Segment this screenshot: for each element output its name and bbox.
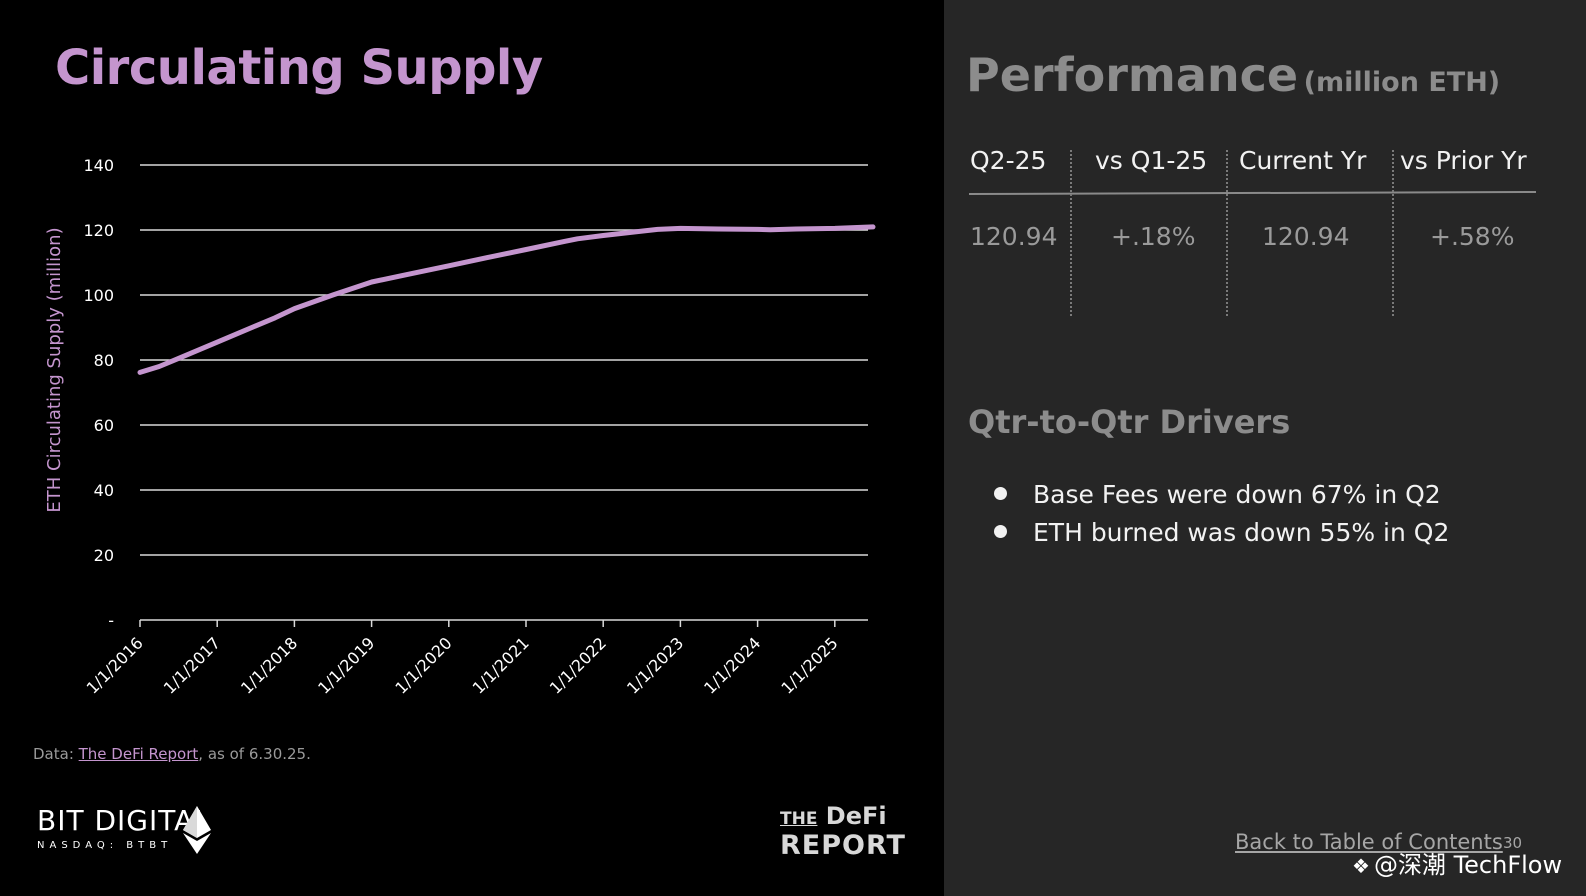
performance-title-unit: (million ETH) — [1303, 67, 1501, 98]
x-tick-labels: 1/1/2016 1/1/2017 1/1/2018 1/1/2019 1/1/2020… — [83, 633, 842, 697]
y-tick-labels: - 20 40 60 80 100 120 140 — [83, 156, 114, 630]
y-tick-label: 100 — [83, 286, 114, 305]
page-number: 30 — [1503, 834, 1523, 852]
table-header-current-yr: Current Yr — [1239, 146, 1367, 175]
performance-title-main: Performance — [966, 48, 1299, 102]
table-value-vs-prior-yr: +.58% — [1430, 222, 1515, 251]
y-tick-label: 20 — [94, 546, 114, 565]
driver-item: ETH burned was down 55% in Q2 — [994, 518, 1449, 547]
watermark-logo-icon: ❖ — [1352, 854, 1370, 878]
x-tick-label: 1/1/2016 — [83, 633, 147, 697]
bit-digital-name: BIT DIGITAL — [37, 804, 211, 837]
watermark: ❖ @深潮 TechFlow — [1352, 845, 1562, 880]
ethereum-icon — [183, 806, 211, 854]
table-divider — [1070, 150, 1072, 316]
x-tick-label: 1/1/2017 — [160, 633, 224, 697]
source-suffix: , as of 6.30.25. — [198, 745, 311, 763]
driver-item: Base Fees were down 67% in Q2 — [994, 480, 1441, 509]
table-header-q2-25: Q2-25 — [970, 146, 1047, 175]
y-tick-label: 40 — [94, 481, 114, 500]
series-line — [137, 224, 876, 375]
y-tick-label: - — [108, 611, 114, 630]
bullet-icon — [994, 525, 1007, 538]
y-tick-label: 60 — [94, 416, 114, 435]
source-link[interactable]: The DeFi Report — [78, 745, 199, 763]
source-prefix: Data: — [33, 745, 79, 763]
source-note: Data: The DeFi Report, as of 6.30.25. — [33, 745, 311, 763]
x-tick-label: 1/1/2025 — [777, 633, 841, 697]
bullet-icon — [994, 487, 1007, 500]
y-axis-label: ETH Circulating Supply (million) — [44, 227, 65, 512]
chart-panel: Circulating Supply - 20 40 60 80 100 120 140 1/… — [33, 40, 906, 860]
chart-axes — [139, 619, 868, 627]
table-value-current-yr: 120.94 — [1262, 222, 1350, 251]
watermark-text: @深潮 TechFlow — [1373, 851, 1563, 879]
table-divider — [1226, 150, 1228, 316]
table-header-vs-prior-yr: vs Prior Yr — [1400, 146, 1527, 175]
bit-digital-logo: BIT DIGITAL NASDAQ: BTBT — [37, 804, 211, 852]
performance-panel: Performance (million ETH) Q2-25 vs Q1-25… — [944, 0, 1586, 896]
defi-logo-defi: DeFi — [825, 802, 887, 830]
y-tick-label: 140 — [83, 156, 114, 175]
x-tick-label: 1/1/2018 — [237, 633, 301, 697]
table-value-q2-25: 120.94 — [970, 222, 1058, 251]
x-tick-label: 1/1/2020 — [391, 633, 455, 697]
x-tick-label: 1/1/2022 — [546, 633, 610, 697]
y-tick-label: 120 — [83, 221, 114, 240]
x-tick-label: 1/1/2019 — [314, 633, 378, 697]
driver-item-text: ETH burned was down 55% in Q2 — [1033, 518, 1450, 547]
defi-report-logo: THE DeFi REPORT — [780, 803, 906, 860]
bit-digital-ticker: NASDAQ: BTBT — [37, 840, 173, 851]
x-tick-label: 1/1/2021 — [469, 633, 533, 697]
table-header-rule — [968, 191, 1537, 195]
table-value-vs-q1-25: +.18% — [1111, 222, 1196, 251]
table-header-vs-q1-25: vs Q1-25 — [1095, 146, 1208, 175]
x-tick-label: 1/1/2023 — [623, 633, 687, 697]
performance-title: Performance (million ETH) — [966, 48, 1500, 102]
chart-series — [137, 224, 876, 375]
drivers-title: Qtr-to-Qtr Drivers — [968, 403, 1291, 441]
driver-item-text: Base Fees were down 67% in Q2 — [1033, 480, 1441, 509]
defi-logo-report: REPORT — [780, 830, 906, 861]
back-to-contents-link[interactable]: Back to Table of Contents — [1235, 830, 1503, 854]
chart-gridlines — [140, 164, 868, 556]
y-tick-label: 80 — [94, 351, 114, 370]
x-tick-label: 1/1/2024 — [700, 633, 764, 697]
defi-logo-the: THE — [780, 809, 818, 829]
chart-title: Circulating Supply — [55, 40, 543, 96]
table-divider — [1392, 150, 1394, 316]
